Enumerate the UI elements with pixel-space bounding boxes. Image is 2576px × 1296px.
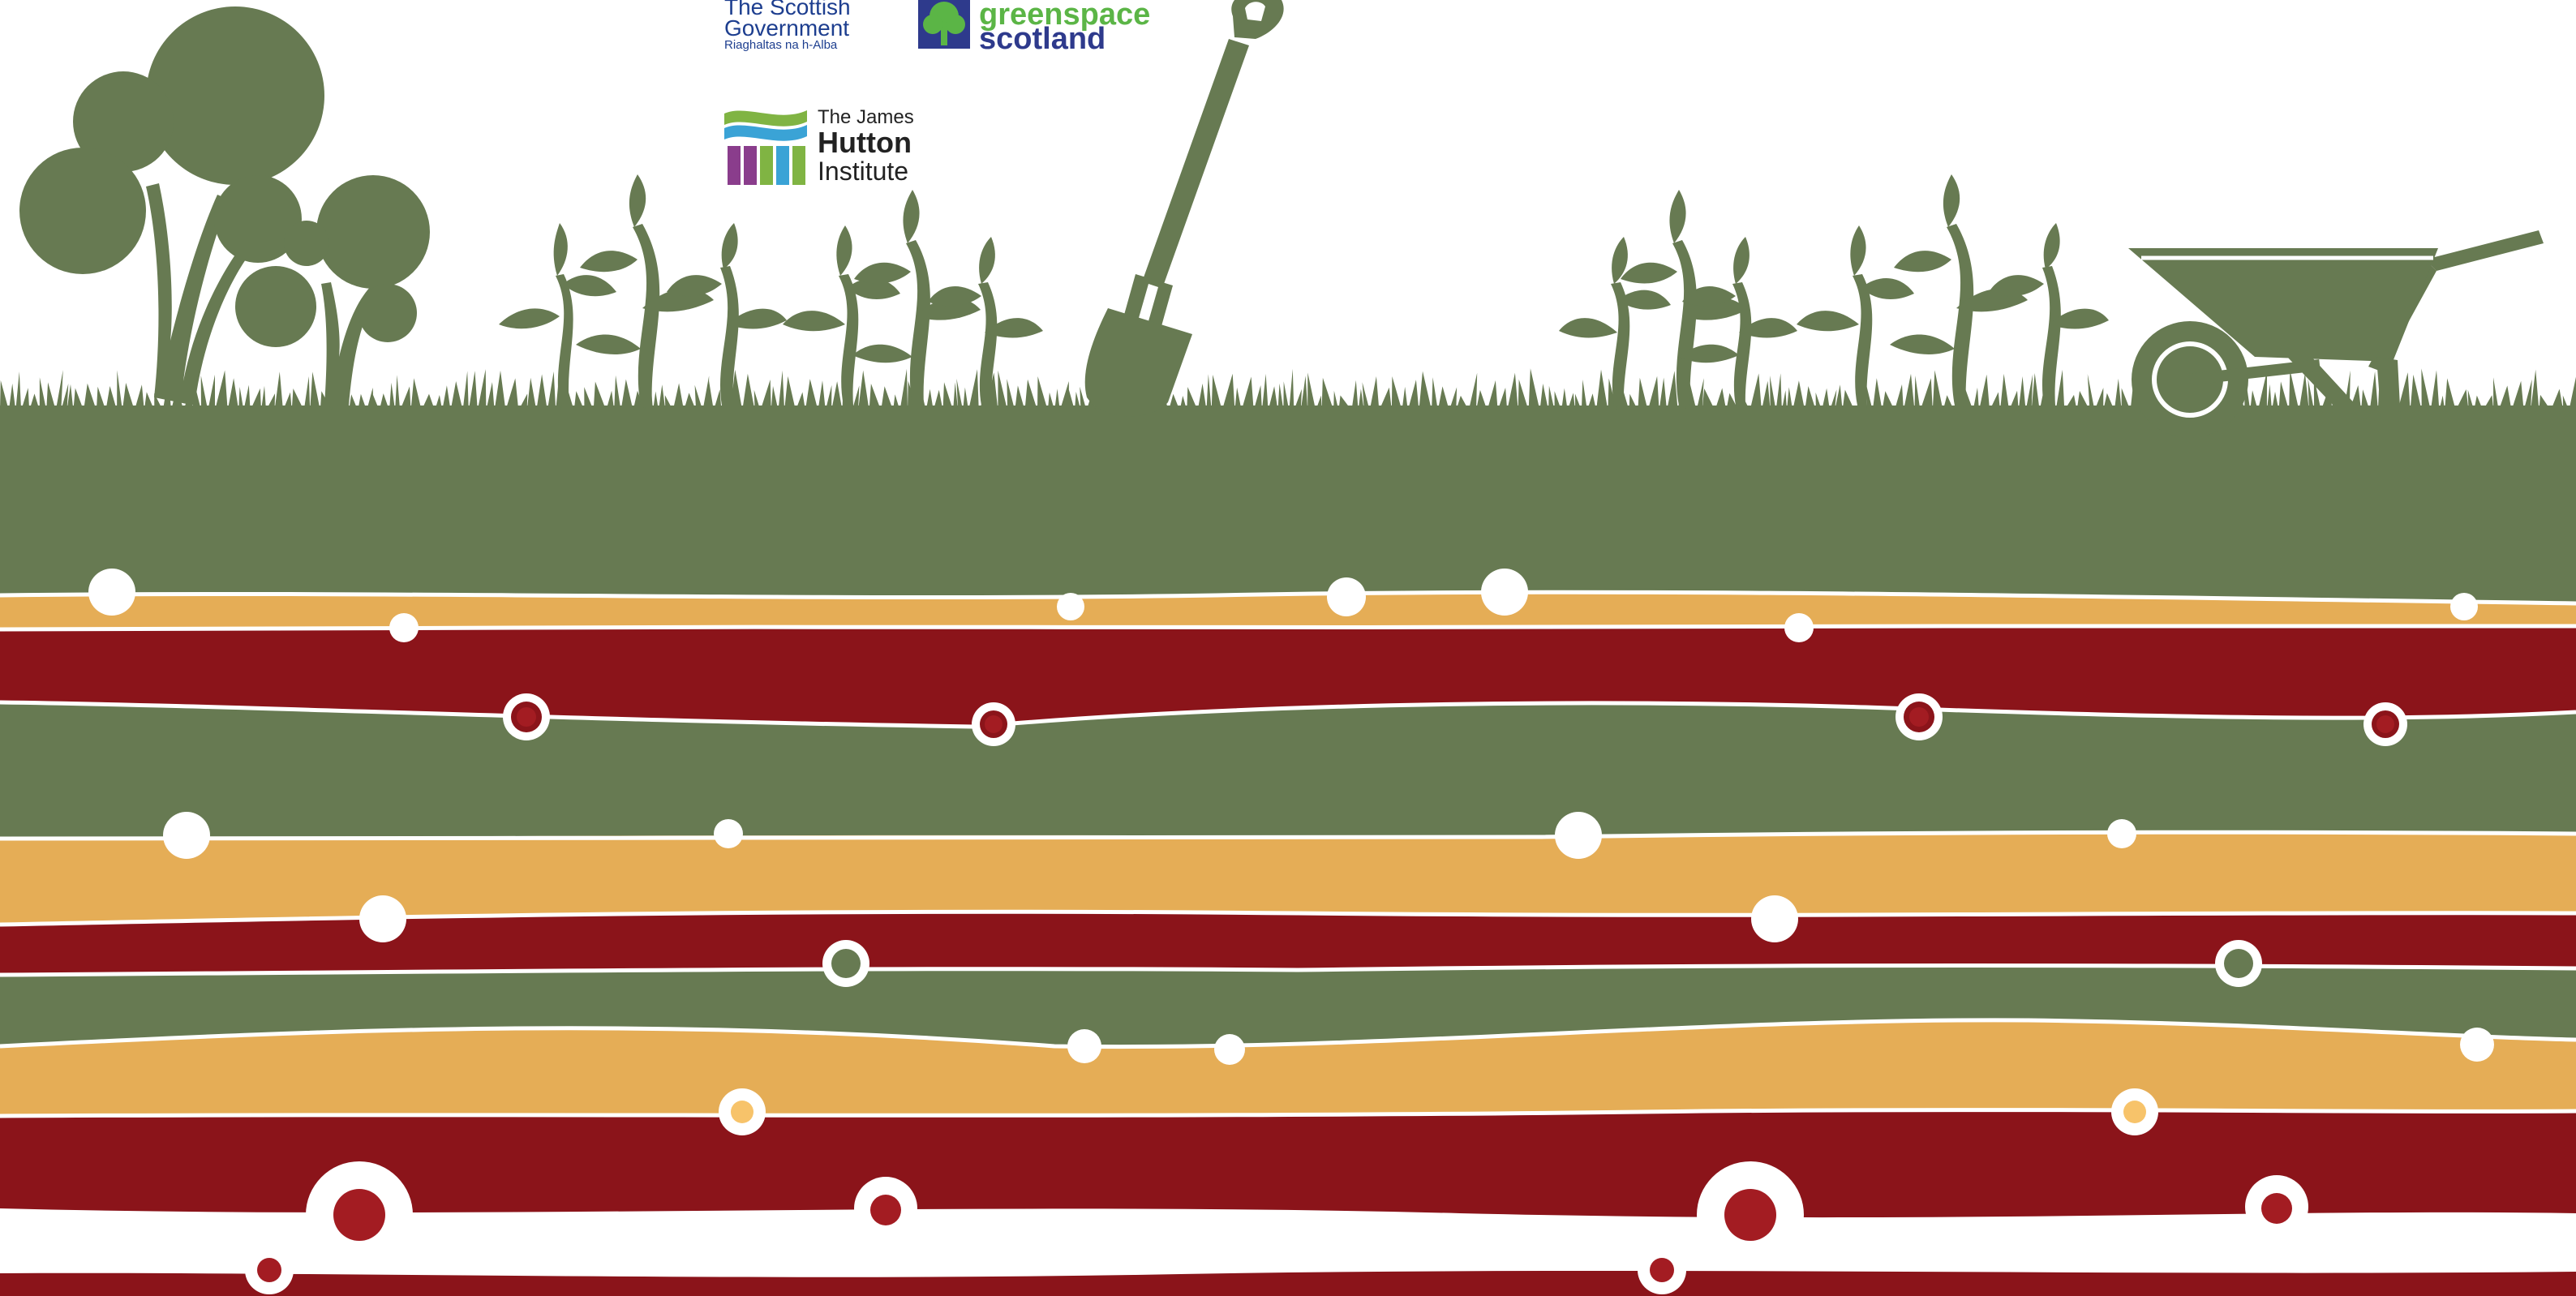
seedling-icon <box>1890 174 2028 406</box>
sg-line3: Riaghaltas na h-Alba <box>724 38 838 52</box>
dot-white <box>1751 895 1798 942</box>
soil-layer-mustard-1 <box>0 592 2576 629</box>
soil-layer-white-band <box>0 1208 2576 1277</box>
dot-white <box>2460 1028 2494 1062</box>
dot-white <box>1057 593 1084 620</box>
dot-white <box>1784 613 1814 642</box>
jhi-line3: Institute <box>818 157 908 186</box>
seedling-icon <box>1797 225 1914 406</box>
dot-white <box>714 819 743 848</box>
dot-white <box>389 613 419 642</box>
jhi-line2: Hutton <box>818 126 912 159</box>
soil-layer-mustard-3 <box>0 1019 2576 1116</box>
gs-line1: greenspace <box>979 0 1150 32</box>
dot-red-large <box>333 1189 385 1241</box>
sg-line1: The Scottish <box>724 0 851 19</box>
scottish-government-logo: The Scottish Government Riaghaltas na h-… <box>724 0 851 52</box>
tree-icon <box>19 6 430 406</box>
seedling-icon <box>928 237 1043 406</box>
sg-line2: Government <box>724 15 849 41</box>
dot-red-large <box>1724 1189 1776 1241</box>
spade-icon <box>1084 0 1284 417</box>
soil-layer-crimson-2 <box>0 912 2576 975</box>
seedling-icon <box>1989 223 2109 406</box>
dot-white <box>359 895 406 942</box>
seedling-icon <box>499 223 616 406</box>
grass-icon <box>0 368 2576 422</box>
dot-white <box>163 812 210 859</box>
seedling-icon <box>1682 237 1797 406</box>
soil-layer-mustard-2 <box>0 832 2576 925</box>
soil-layers <box>0 406 2576 1296</box>
dot-red-medium <box>2261 1193 2292 1224</box>
dot-orange-center <box>2123 1101 2146 1123</box>
seedling-icon <box>667 223 787 406</box>
dot-green-center <box>831 949 861 978</box>
seedlings-left <box>499 174 1043 406</box>
dot-white <box>2107 819 2136 848</box>
soil-layer-crimson-3 <box>0 1109 2576 1218</box>
dot-green-center <box>2224 949 2253 978</box>
dot-white <box>1481 569 1528 616</box>
dot-red-center <box>517 707 536 727</box>
soil-dots <box>88 569 2494 1294</box>
soil-layer-topsoil <box>0 406 2576 603</box>
grass-blades <box>0 368 2576 422</box>
dot-white <box>1214 1034 1245 1065</box>
seedling-icon <box>1621 190 1747 406</box>
dot-orange-center <box>731 1101 753 1123</box>
dot-red-small <box>1650 1258 1674 1282</box>
wheelbarrow-icon <box>2128 230 2544 438</box>
jhi-emblem <box>724 105 807 187</box>
dot-white <box>88 569 135 616</box>
dot-red-medium <box>870 1195 901 1225</box>
soil-layer-green-3 <box>0 965 2576 1047</box>
dot-red-center <box>985 715 1002 733</box>
seedling-icon <box>576 174 714 406</box>
jhi-line1: The James <box>818 106 914 128</box>
tree-icon <box>923 2 965 45</box>
dot-white <box>1067 1029 1101 1063</box>
dot-white <box>1555 812 1602 859</box>
james-hutton-institute-logo: The James Hutton Institute <box>724 105 914 187</box>
dot-red-center <box>1909 707 1929 727</box>
seedling-icon <box>852 190 981 406</box>
greenspace-scotland-logo: greenspace scotland <box>918 0 1150 56</box>
seedling-icon <box>1559 237 1671 406</box>
soil-layer-green-2 <box>0 702 2576 839</box>
dot-white <box>2450 593 2478 620</box>
gs-line2: scotland <box>979 22 1106 56</box>
dot-white <box>1327 577 1366 616</box>
dot-red-small <box>257 1258 281 1282</box>
seedlings-right <box>1559 174 2109 406</box>
seedling-icon <box>783 225 900 406</box>
dot-red-center <box>2376 715 2394 733</box>
